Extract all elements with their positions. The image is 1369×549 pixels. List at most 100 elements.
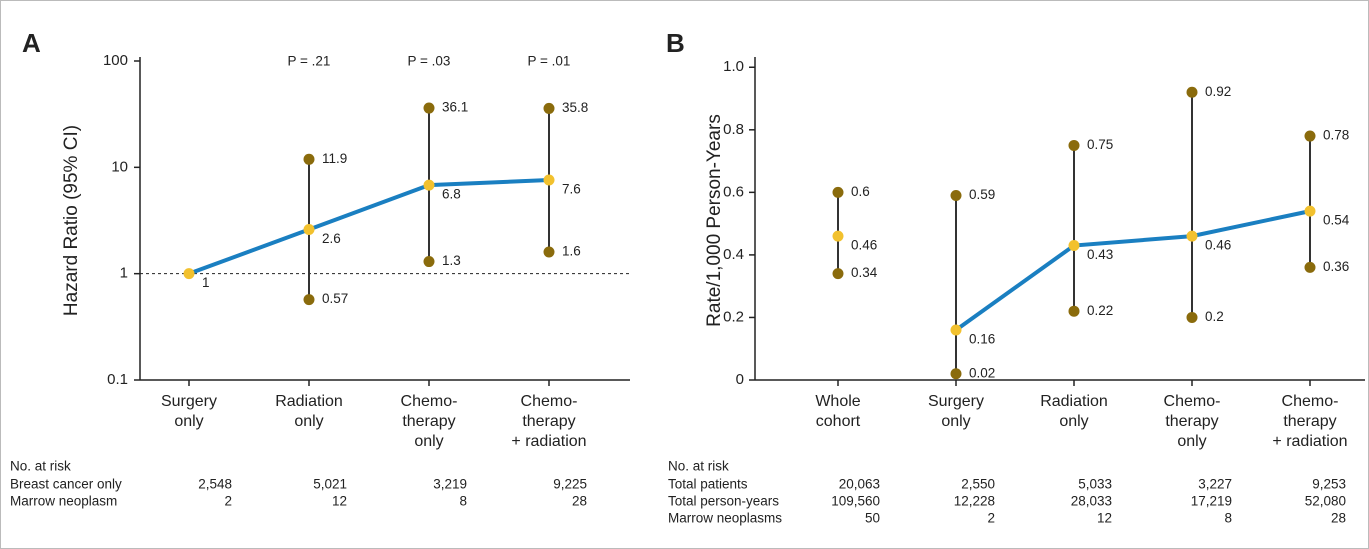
ci-label: 0.02: [969, 365, 995, 380]
y-tick-label: 1: [120, 265, 128, 282]
ci-lower-point: [1186, 311, 1198, 323]
x-tick-label: Whole cohort: [815, 393, 860, 430]
y-tick-label: 0.1: [107, 371, 128, 388]
ci-label: 0.6: [851, 184, 870, 199]
estimate-label: 7.6: [562, 182, 581, 197]
x-tick-label: Chemo-therapy only: [1164, 393, 1221, 450]
estimate-label: 2.6: [322, 231, 341, 246]
risk-cell: 9,225: [553, 477, 587, 492]
ci-upper-point: [423, 102, 435, 114]
panel-letter: B: [666, 28, 685, 58]
x-tick-label: Chemo-therapy only: [401, 393, 458, 450]
ci-label: 1.3: [442, 253, 461, 268]
y-tick-label: 100: [103, 52, 128, 69]
ci-upper-point: [832, 186, 844, 198]
estimate-point: [543, 174, 555, 186]
risk-cell: 17,219: [1191, 494, 1232, 509]
risk-cell: 12,228: [954, 494, 995, 509]
estimate-point: [303, 224, 315, 236]
risk-cell: 2: [987, 511, 995, 526]
risk-cell: 3,219: [433, 477, 467, 492]
estimate-point: [423, 179, 435, 191]
x-tick-label: Radiation only: [1040, 393, 1108, 430]
estimate-point: [1304, 205, 1316, 217]
risk-row-label: Total patients: [668, 477, 748, 492]
risk-cell: 28: [1331, 511, 1346, 526]
risk-cell: 28,033: [1071, 494, 1112, 509]
ci-lower-point: [1304, 261, 1316, 273]
ci-label: 0.59: [969, 187, 995, 202]
ci-lower-point: [1068, 305, 1080, 317]
estimate-label: 0.54: [1323, 213, 1350, 228]
risk-cell: 8: [459, 494, 467, 509]
estimate-point: [1068, 240, 1080, 252]
p-value: P = .21: [288, 54, 331, 69]
y-axis-label: Hazard Ratio (95% CI): [61, 125, 82, 316]
risk-row-label: Marrow neoplasms: [668, 511, 782, 526]
risk-cell: 9,253: [1312, 477, 1346, 492]
ci-upper-point: [1304, 130, 1316, 142]
ci-label: 0.2: [1205, 309, 1224, 324]
risk-row-label: Breast cancer only: [10, 477, 122, 492]
ci-upper-point: [1068, 139, 1080, 151]
ci-label: 0.75: [1087, 137, 1113, 152]
ci-upper-point: [303, 153, 315, 165]
risk-row-label: Total person-years: [668, 494, 779, 509]
estimate-point: [950, 324, 962, 336]
risk-cell: 2: [224, 494, 232, 509]
ci-label: 0.78: [1323, 128, 1349, 143]
ci-lower-point: [543, 246, 555, 258]
ci-label: 35.8: [562, 100, 588, 115]
estimate-line: [188, 178, 550, 276]
ci-label: 1.6: [562, 244, 581, 259]
x-tick-label: Chemo-therapy + radiation: [511, 393, 586, 450]
risk-row-label: Marrow neoplasm: [10, 494, 117, 509]
estimate-label: 0.16: [969, 332, 995, 347]
y-tick-label: 0.2: [723, 308, 744, 325]
risk-cell: 12: [332, 494, 347, 509]
risk-cell: 52,080: [1305, 494, 1346, 509]
ci-label: 0.92: [1205, 84, 1231, 99]
y-axis-label: Rate/1,000 Person-Years: [704, 114, 725, 327]
estimate-label: 0.46: [1205, 238, 1231, 253]
risk-table-title: No. at risk: [10, 459, 71, 474]
y-tick-label: 0: [736, 371, 744, 388]
ci-lower-point: [423, 256, 435, 268]
risk-cell: 109,560: [831, 494, 880, 509]
estimate-point: [183, 268, 195, 280]
risk-cell: 5,033: [1078, 477, 1112, 492]
ci-lower-point: [832, 268, 844, 280]
ci-upper-point: [543, 102, 555, 114]
risk-cell: 8: [1224, 511, 1232, 526]
estimate-label: 0.43: [1087, 247, 1113, 262]
ci-label: 0.57: [322, 291, 348, 306]
risk-cell: 5,021: [313, 477, 347, 492]
risk-table-title: No. at risk: [668, 459, 729, 474]
y-tick-label: 10: [111, 158, 128, 175]
x-tick-label: Surgery only: [161, 393, 217, 430]
y-tick-label: 0.4: [723, 246, 744, 263]
estimate-label: 0.46: [851, 238, 877, 253]
risk-cell: 12: [1097, 511, 1112, 526]
estimate-point: [832, 230, 844, 242]
risk-cell: 2,548: [198, 477, 232, 492]
risk-cell: 20,063: [839, 477, 880, 492]
ci-lower-point: [950, 368, 962, 380]
x-tick-label: Chemo-therapy + radiation: [1272, 393, 1347, 450]
risk-cell: 28: [572, 494, 587, 509]
risk-cell: 2,550: [961, 477, 995, 492]
ci-lower-point: [303, 294, 315, 306]
estimate-label: 6.8: [442, 187, 461, 202]
ci-upper-point: [1186, 86, 1198, 98]
estimate-point: [1186, 230, 1198, 242]
risk-cell: 3,227: [1198, 477, 1232, 492]
ci-label: 11.9: [322, 151, 347, 166]
estimate-label: 1: [202, 275, 210, 290]
ci-label: 0.36: [1323, 259, 1349, 274]
ci-label: 36.1: [442, 100, 468, 115]
ci-label: 0.22: [1087, 303, 1113, 318]
y-tick-label: 1.0: [723, 58, 744, 75]
x-tick-label: Surgery only: [928, 393, 984, 430]
estimate-line: [954, 209, 1311, 332]
